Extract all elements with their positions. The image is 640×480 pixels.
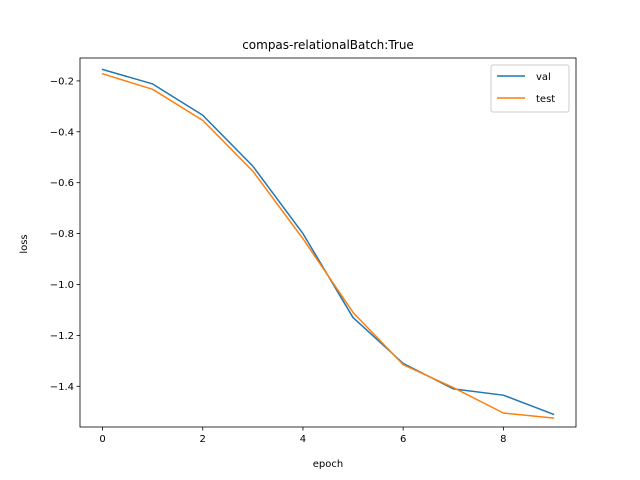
y-tick-label: −1.0 bbox=[50, 280, 74, 291]
y-tick-label: −0.2 bbox=[50, 76, 74, 87]
series-lines bbox=[101, 68, 555, 419]
legend: val test bbox=[490, 64, 570, 113]
legend-label-test: test bbox=[536, 94, 555, 105]
x-axis-label: epoch bbox=[313, 459, 343, 470]
legend-box bbox=[490, 64, 570, 113]
x-tick-label: 0 bbox=[99, 434, 105, 445]
y-tick-label: −0.6 bbox=[50, 178, 74, 189]
series-line-val bbox=[101, 68, 555, 416]
y-axis: −0.2 −0.4 −0.6 −0.8 −1.0 −1.2 −1.4 bbox=[50, 76, 80, 393]
x-axis: 0 2 4 6 8 bbox=[99, 427, 507, 445]
y-axis-label: loss bbox=[19, 234, 30, 253]
x-tick-label: 4 bbox=[300, 434, 306, 445]
x-tick-label: 2 bbox=[200, 434, 206, 445]
y-tick-label: −0.4 bbox=[50, 127, 74, 138]
series-line-test bbox=[101, 72, 555, 419]
x-tick-label: 8 bbox=[500, 434, 506, 445]
y-tick-label: −1.2 bbox=[50, 331, 74, 342]
plot-frame bbox=[79, 57, 577, 428]
chart-title: compas-relationalBatch:True bbox=[242, 38, 414, 52]
legend-label-val: val bbox=[536, 72, 551, 83]
x-tick-label: 6 bbox=[400, 434, 406, 445]
y-tick-label: −0.8 bbox=[50, 229, 74, 240]
y-tick-label: −1.4 bbox=[50, 382, 74, 393]
